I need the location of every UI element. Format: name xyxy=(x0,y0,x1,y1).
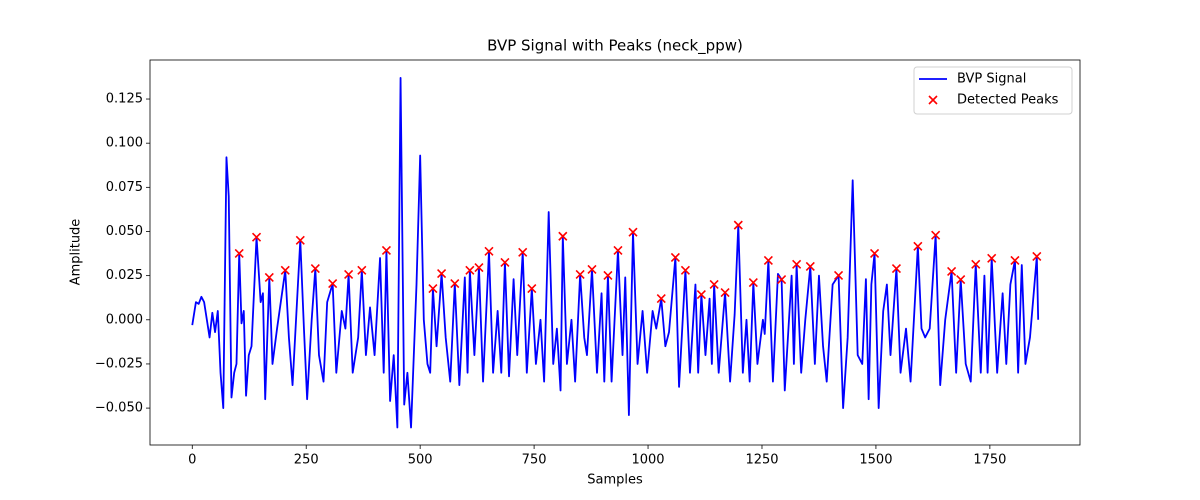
peak-marker xyxy=(295,235,305,245)
legend-label: Detected Peaks xyxy=(957,93,1059,108)
peak-marker xyxy=(251,232,262,242)
peak-marker xyxy=(833,270,844,281)
y-tick-label: 0.000 xyxy=(106,312,143,327)
plot-frame xyxy=(149,59,1081,446)
peak-marker xyxy=(518,247,528,257)
peak-marker xyxy=(733,220,743,230)
peak-marker xyxy=(947,266,957,276)
peak-marker xyxy=(777,274,787,285)
x-axis-label: Samples xyxy=(587,473,643,488)
peak-marker xyxy=(680,265,690,275)
peak-marker xyxy=(428,283,438,294)
peak-marker xyxy=(264,272,274,282)
legend-box xyxy=(913,66,1073,115)
peak-marker xyxy=(891,264,902,274)
peak-marker xyxy=(656,294,666,304)
peak-marker xyxy=(474,262,484,273)
x-tick-label: 1250 xyxy=(745,453,778,468)
y-tick-label: 0.050 xyxy=(106,224,143,239)
peak-marker xyxy=(971,259,981,269)
peak-marker xyxy=(484,246,494,256)
peak-marker xyxy=(763,255,773,266)
peak-marker xyxy=(805,261,815,272)
chart-title: BVP Signal with Peaks (neck_ppw) xyxy=(487,37,743,56)
peak-marker xyxy=(670,252,680,263)
peak-marker xyxy=(381,245,391,255)
peak-marker xyxy=(357,265,367,275)
x-tick-label: 500 xyxy=(408,453,433,468)
y-axis-label: Amplitude xyxy=(69,219,84,286)
peak-marker xyxy=(792,259,802,269)
peak-marker xyxy=(748,277,758,288)
peak-marker xyxy=(500,257,510,267)
peak-marker xyxy=(328,279,338,289)
peak-marker xyxy=(913,241,923,251)
y-tick-label: 0.125 xyxy=(106,92,143,107)
x-tick-label: 1500 xyxy=(859,453,892,468)
y-tick-label: 0.075 xyxy=(106,180,143,195)
peak-marker xyxy=(931,230,941,240)
peak-marker xyxy=(234,248,244,258)
peak-marker xyxy=(696,289,706,300)
signal-line xyxy=(191,76,1040,429)
peak-marker xyxy=(1010,255,1020,266)
peak-marker xyxy=(613,245,623,255)
x-tick-label: 0 xyxy=(188,453,196,468)
peak-marker xyxy=(628,227,638,237)
x-tick-label: 750 xyxy=(522,453,547,468)
y-tick-label: 0.100 xyxy=(106,136,143,151)
peak-marker xyxy=(603,270,613,281)
peak-marker xyxy=(310,264,320,274)
peak-marker xyxy=(709,279,719,290)
peak-marker xyxy=(720,288,730,298)
legend-swatch xyxy=(928,95,938,105)
x-tick-label: 1750 xyxy=(973,453,1006,468)
peak-marker xyxy=(869,248,880,258)
y-tick-label: 0.025 xyxy=(106,268,143,283)
x-tick-label: 1000 xyxy=(631,453,664,468)
peak-marker xyxy=(280,265,290,275)
peak-marker xyxy=(344,269,354,279)
peak-marker xyxy=(465,265,475,275)
peak-marker xyxy=(575,269,585,279)
peak-marker xyxy=(956,274,966,285)
peak-marker xyxy=(437,268,447,279)
peak-marker xyxy=(558,231,568,241)
peak-marker xyxy=(1032,251,1042,261)
y-tick-label: −0.025 xyxy=(95,356,143,371)
peak-marker xyxy=(527,283,537,294)
x-tick-label: 250 xyxy=(294,453,319,468)
y-tick-label: −0.050 xyxy=(95,401,143,416)
peak-marker xyxy=(987,253,997,263)
peak-marker xyxy=(587,264,597,275)
legend-label: BVP Signal xyxy=(957,72,1026,87)
peak-marker xyxy=(450,279,460,289)
